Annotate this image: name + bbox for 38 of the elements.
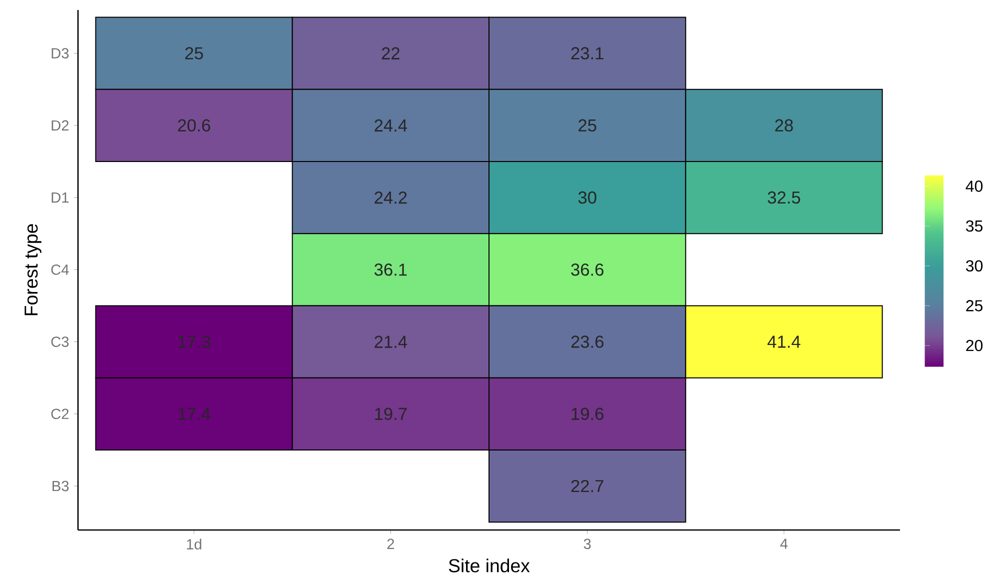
y-tick-label: C4 [51, 264, 69, 275]
color-bar-label: 25 [966, 300, 982, 312]
x-tick-label: 3 [584, 538, 591, 550]
data-label: 25 [185, 47, 203, 60]
y-tick-label: D2 [52, 120, 69, 131]
y-tick-label: C3 [51, 336, 69, 347]
y-tick-label: D1 [52, 192, 69, 203]
x-tick-label: 1d [186, 538, 202, 550]
color-bar-label: 20 [966, 340, 983, 352]
data-label: 36.1 [374, 264, 407, 276]
data-label: 23.1 [571, 47, 604, 60]
x-tick-label: 2 [387, 538, 394, 549]
data-label: 24.4 [374, 119, 408, 132]
data-label: 22.7 [571, 480, 604, 492]
y-tick-label: C2 [51, 408, 69, 420]
data-label: 24.2 [374, 191, 407, 204]
color-bar-label: 40 [966, 180, 983, 192]
x-axis-title: Site index [448, 558, 530, 572]
data-label: 36.6 [571, 264, 604, 276]
data-label: 23.6 [571, 336, 604, 348]
data-label: 32.5 [768, 191, 800, 204]
data-label: 17.3 [178, 336, 210, 348]
data-label: 19.6 [572, 408, 604, 420]
y-tick-label: D3 [52, 48, 69, 58]
data-label: 22 [382, 47, 400, 60]
y-axis-title: Forest type [24, 224, 42, 316]
data-label: 28 [775, 119, 793, 132]
data-label: 25 [578, 119, 596, 132]
data-label: 19.7 [375, 408, 407, 420]
y-tick-label: B3 [52, 480, 69, 492]
color-bar-label: 30 [966, 260, 983, 272]
color-bar-label: 35 [966, 220, 982, 232]
data-label: 30 [578, 191, 596, 204]
data-label: 41.4 [768, 336, 800, 348]
data-label: 20.6 [178, 119, 210, 132]
data-label: 17.4 [178, 408, 210, 420]
x-tick-label: 4 [780, 538, 788, 549]
data-label: 21.4 [374, 336, 408, 348]
